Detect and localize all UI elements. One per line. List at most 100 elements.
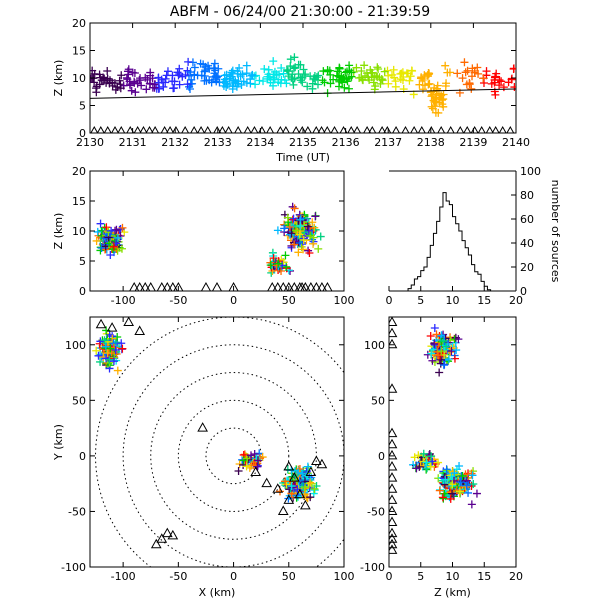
time-height-station-marker — [111, 125, 119, 133]
plan-view-station-marker — [305, 466, 317, 477]
time-height-station-marker — [117, 125, 126, 133]
time-height-station-marker — [203, 125, 212, 133]
plan-view-station-marker — [311, 455, 322, 465]
time-height-ytick-label: 0 — [79, 127, 86, 140]
z-y-point — [430, 323, 439, 332]
x-z-point — [294, 216, 303, 225]
time-height-point — [428, 104, 437, 113]
plan-view-point — [244, 455, 253, 464]
time-height-point — [461, 68, 470, 77]
z-y-point — [432, 330, 441, 339]
x-z-station-marker — [283, 281, 294, 291]
time-height-station-marker — [298, 125, 307, 133]
time-height-point — [220, 75, 229, 84]
x-z-ytick-label: 15 — [72, 195, 86, 208]
plan-view-point — [301, 483, 310, 492]
time-height-point — [380, 67, 389, 76]
x-z-ytick-label: 0 — [79, 285, 86, 298]
time-height-station-marker — [498, 125, 507, 133]
time-height-point — [219, 81, 228, 90]
time-height-xtick-label: 2130 — [76, 136, 104, 149]
time-height-station-marker — [190, 125, 199, 133]
time-height-point — [169, 84, 178, 93]
time-height-point — [111, 85, 120, 94]
time-height-station-marker — [126, 125, 135, 133]
x-z-point — [280, 224, 289, 233]
time-height-ytick-label: 20 — [72, 17, 86, 30]
time-height-point — [310, 71, 319, 80]
time-height-point — [289, 80, 298, 89]
time-height-point — [299, 65, 308, 74]
time-height-point — [303, 82, 312, 91]
z-y-station-marker — [389, 527, 398, 538]
time-height-station-marker — [276, 125, 285, 133]
time-height-point — [123, 67, 132, 76]
plan-view-ytick-label: -100 — [61, 561, 86, 574]
plan-view-ylabel: Y (km) — [52, 424, 65, 461]
clip-time-height-group — [90, 53, 516, 133]
time-height-point — [424, 80, 433, 89]
x-z-point — [92, 236, 101, 245]
plan-view-point — [306, 478, 315, 487]
x-z-point — [96, 219, 105, 228]
time-height-station-marker — [477, 125, 486, 133]
plan-view-range-ring — [95, 317, 344, 567]
time-height-station-marker — [197, 125, 206, 133]
time-height-station-marker — [90, 125, 99, 133]
z-y-point — [462, 481, 471, 490]
z-y-point — [442, 465, 451, 474]
plan-view-xtick-label: -100 — [111, 570, 136, 583]
time-height-xtick-label: 2134 — [246, 136, 274, 149]
time-height-point — [108, 78, 117, 87]
time-height-point — [251, 80, 260, 89]
time-height-point — [425, 79, 434, 88]
plan-view-point — [234, 466, 243, 475]
z-y-ytick-label: 100 — [364, 339, 385, 352]
plan-view-xtick-label: 0 — [230, 570, 237, 583]
plan-view-point — [96, 337, 105, 346]
time-height-point — [374, 64, 383, 73]
plan-view-point — [295, 464, 304, 473]
time-height-point — [290, 74, 299, 83]
time-height-point — [441, 61, 450, 70]
time-height-point — [453, 69, 462, 78]
histogram-ytick-label: 60 — [520, 213, 534, 226]
time-height-point — [308, 79, 317, 88]
plan-view-station-marker — [261, 477, 273, 488]
plan-view-point — [247, 451, 256, 460]
z-y-point — [428, 356, 437, 365]
z-y-xtick-label: 0 — [386, 570, 393, 583]
histogram-xtick-label: 10 — [446, 294, 460, 307]
plan-view-station-marker — [123, 317, 135, 327]
plan-view-point — [303, 462, 312, 471]
x-z-station-marker — [316, 281, 327, 291]
time-height-point — [210, 59, 219, 68]
x-z-point — [304, 226, 313, 235]
time-height-point — [92, 84, 101, 93]
z-y-point — [433, 347, 442, 356]
time-height-station-marker — [427, 125, 436, 133]
x-z-point — [103, 240, 112, 249]
time-height-xtick-label: 2139 — [459, 136, 487, 149]
plan-view-point — [298, 469, 307, 478]
time-height-xtick-label: 2131 — [119, 136, 147, 149]
x-z-ytick-label: 5 — [79, 255, 86, 268]
time-height-point — [337, 72, 346, 81]
time-height-point — [282, 79, 291, 88]
z-y-point — [449, 476, 458, 485]
time-height-xtick-label: 2138 — [417, 136, 445, 149]
z-y-station-marker — [389, 483, 398, 493]
time-height-point — [290, 53, 299, 62]
time-height-point — [90, 78, 99, 87]
time-height-point — [200, 76, 209, 85]
x-z-point — [106, 251, 115, 260]
x-z-station-marker — [278, 281, 289, 291]
plan-view-point — [103, 348, 112, 357]
time-height-point — [474, 69, 483, 78]
x-z-point — [107, 226, 116, 235]
time-height-point — [225, 74, 234, 83]
x-z-point — [308, 218, 317, 227]
z-y-point — [450, 469, 459, 478]
z-y-point — [426, 332, 435, 341]
